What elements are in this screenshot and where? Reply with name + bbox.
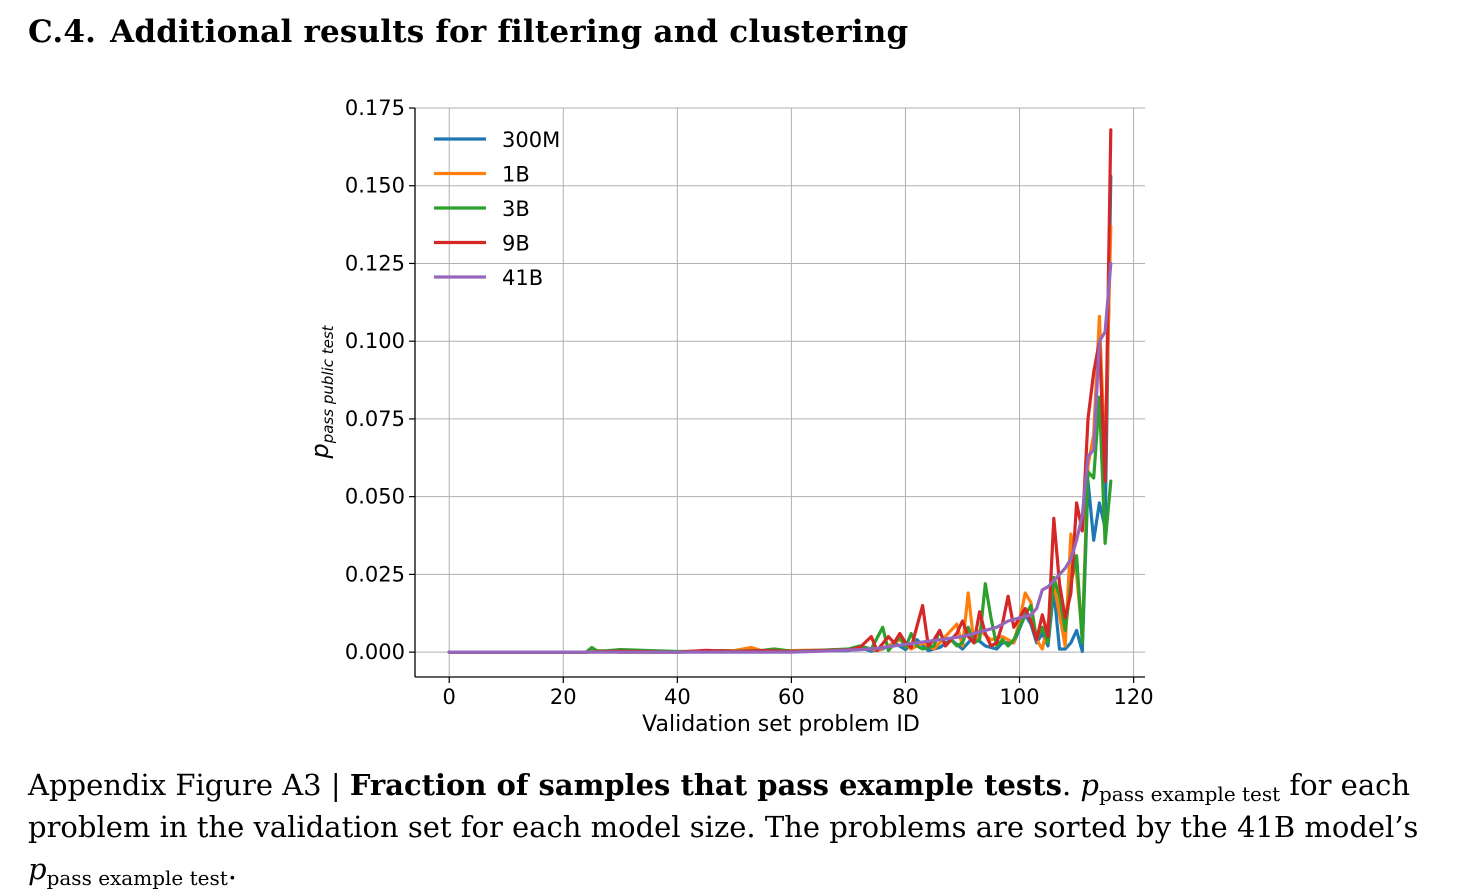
x-axis-label: Validation set problem ID [642,712,920,737]
legend-item-1b: 1B [434,163,530,187]
caption-end: . [227,852,237,886]
legend-label: 9B [502,232,530,256]
caption-p-subscript-2: pass example test [46,866,228,890]
x-tick-label: 40 [664,685,691,709]
x-tick-label: 80 [892,685,919,709]
y-tick-label: 0.150 [345,174,405,198]
section-heading: C.4. Additional results for filtering and… [28,14,908,50]
legend-item-9b: 9B [434,232,530,256]
legend-label: 41B [502,266,543,290]
y-tick-label: 0.050 [345,485,405,509]
series-lines [447,128,1113,654]
series-line-1b [447,224,1113,654]
caption-title-period: . [1061,768,1072,802]
caption-label: Appendix Figure A3 | [28,768,341,802]
x-tick-label: 60 [778,685,805,709]
caption-p-symbol: p [1080,768,1099,802]
legend-label: 1B [502,163,530,187]
x-tick-label: 120 [1114,685,1154,709]
y-tick-label: 0.075 [345,407,405,431]
axes [409,107,1145,683]
series-line-41b [447,261,1113,654]
y-axis-label-subscript: pass public test [319,324,337,444]
legend: 300M 1B 3B 9B 41B [434,128,560,290]
caption-p-subscript: pass example test [1099,782,1281,806]
legend-label: 3B [502,197,530,221]
legend-item-300m: 300M [434,128,560,152]
x-tick-label: 20 [550,685,577,709]
y-axis-label: ppass public test [306,324,337,459]
legend-label: 300M [502,128,560,152]
tick-labels: 0 20 40 60 80 100 120 0.000 0.025 0.050 0.075 0.100… [345,96,1154,709]
y-tick-label: 0.100 [345,329,405,353]
x-tick-label: 0 [443,685,456,709]
series-line-300m [447,174,1113,654]
y-tick-label: 0.000 [345,640,405,664]
series-line-9b [447,128,1113,654]
caption-p-symbol-2: p [28,852,47,886]
y-tick-label: 0.125 [345,251,405,275]
section-number: C.4. [28,14,97,50]
series-line-3b [447,395,1113,654]
legend-item-41b: 41B [434,266,543,290]
section-title: Additional results for filtering and clu… [110,14,909,50]
grid-lines [415,107,1145,677]
y-tick-label: 0.175 [345,96,405,120]
line-chart: 0 20 40 60 80 100 120 0.000 0.025 0.050 0.075 0.100… [306,96,1154,737]
y-tick-label: 0.025 [345,562,405,586]
y-axis-label-symbol: p [306,443,334,459]
legend-item-3b: 3B [434,197,530,221]
figure-caption: Appendix Figure A3 | Fraction of samples… [28,764,1458,890]
x-tick-label: 100 [999,685,1039,709]
caption-title: Fraction of samples that pass example te… [349,768,1062,802]
caption-text: for each problem in the validation set f… [28,768,1419,844]
